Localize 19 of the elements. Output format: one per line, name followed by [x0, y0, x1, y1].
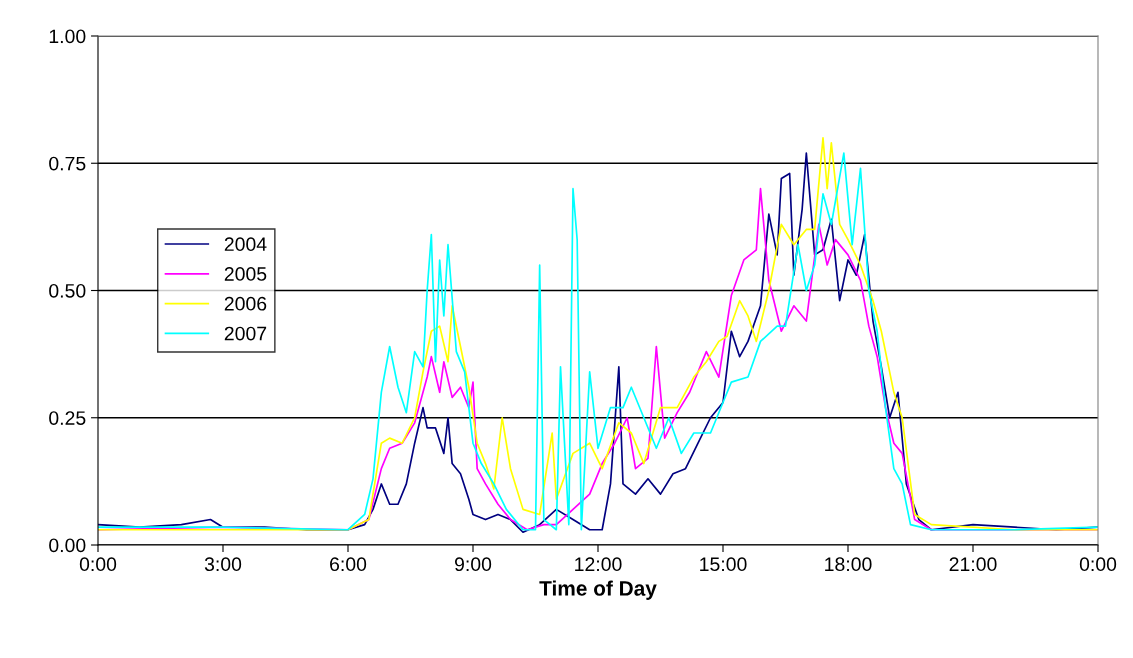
- x-tick-label: 15:00: [700, 557, 747, 572]
- legend-label: 2007: [224, 326, 267, 341]
- x-tick-label: 3:00: [204, 557, 242, 572]
- x-tick-label: 9:00: [454, 557, 492, 572]
- y-tick-label: 0.50: [49, 283, 86, 298]
- legend-label: 2006: [224, 296, 267, 311]
- legend-label: 2004: [224, 237, 267, 252]
- x-tick-label: 0:00: [79, 557, 117, 572]
- x-tick-label: 18:00: [825, 557, 872, 572]
- x-tick-label: 12:00: [575, 557, 622, 572]
- y-tick-label: 0.00: [49, 538, 86, 553]
- y-tick-label: 1.00: [49, 29, 86, 44]
- x-tick-label: 21:00: [949, 557, 997, 572]
- x-tick-label: 6:00: [330, 557, 367, 572]
- y-tick-label: 0.75: [49, 156, 86, 171]
- x-tick-label: 0:00: [1079, 557, 1117, 572]
- y-tick-label: 0.25: [49, 411, 86, 425]
- x-axis-title: Time of Day: [539, 580, 657, 600]
- legend-label: 2005: [224, 267, 267, 281]
